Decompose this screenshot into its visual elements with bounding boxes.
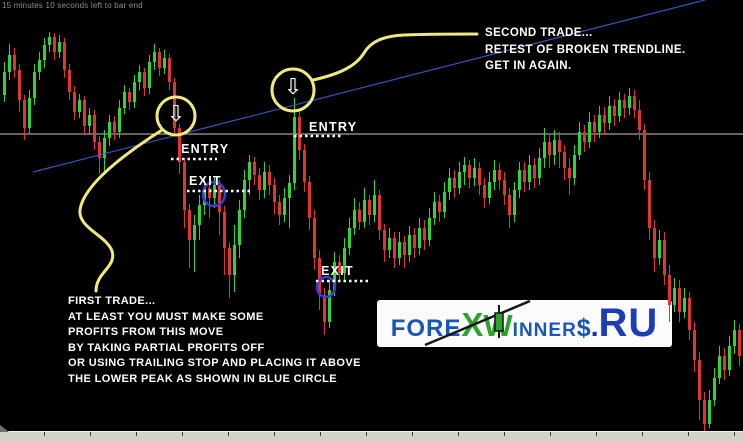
logo-text-ru: RU [598,301,659,345]
logo-text-inner: INNER [512,320,577,341]
axis-tick [90,432,91,436]
candles-layer [3,32,741,433]
exit2-label: EXIT [321,264,354,278]
axis-tick [504,432,505,436]
axis-tick [274,432,275,436]
logo-text-fore: FORE [390,315,462,342]
first-trade-note: FIRST TRADE... AT LEAST YOU MUST MAKE SO… [68,294,361,387]
axis-tick [136,432,137,436]
axis-tick [182,432,183,436]
down-arrow-icon: ⇩ [166,101,186,126]
first-trade-line: FIRST TRADE... [68,295,156,307]
entry1-label: ENTRY [181,142,230,156]
axis-tick [550,432,551,436]
logo-text-dollar: $ [576,314,591,342]
exit1-label: EXIT [189,174,222,188]
axis-left-wedge-icon [0,425,9,432]
axis-tick [734,432,735,436]
axis-tick [366,432,367,436]
first-trade-line: THE LOWER PEAK AS SHOWN IN BLUE CIRCLE [68,372,338,385]
logo-text-dot: . [590,311,599,342]
axis-tick [458,432,459,436]
entry2-label: ENTRY [309,120,358,134]
axis-tick [320,432,321,436]
second-trade-line: RETEST OF BROKEN TRENDLINE. [485,43,686,56]
axis-tick [642,432,643,436]
logo-trendline-candle-icon [424,300,531,347]
forexwinners-watermark: FOREXWINNER$.RU [377,300,672,347]
axis-tick [44,432,45,436]
second-trade-line: SECOND TRADE... [485,27,593,39]
first-trade-line: PROFITS FROM THIS MOVE [68,326,224,338]
axis-tick [412,432,413,436]
axis-tick [688,432,689,436]
axis-tick [596,432,597,436]
first-trade-line: OR USING TRAILING STOP AND PLACING IT AB… [68,357,361,369]
first-trade-line: BY TAKING PARTIAL PROFITS OFF [68,341,265,354]
first-trade-line: AT LEAST YOU MUST MAKE SOME [68,310,264,323]
bar-countdown-label: 15 minutes 10 seconds left to bar end [2,1,143,10]
second-trade-line: GET IN AGAIN. [485,60,572,72]
down-arrow-icon: ⇩ [283,74,303,99]
time-axis[interactable] [0,425,743,441]
second-trade-note: SECOND TRADE... RETEST OF BROKEN TRENDLI… [485,25,686,75]
axis-tick [228,432,229,436]
